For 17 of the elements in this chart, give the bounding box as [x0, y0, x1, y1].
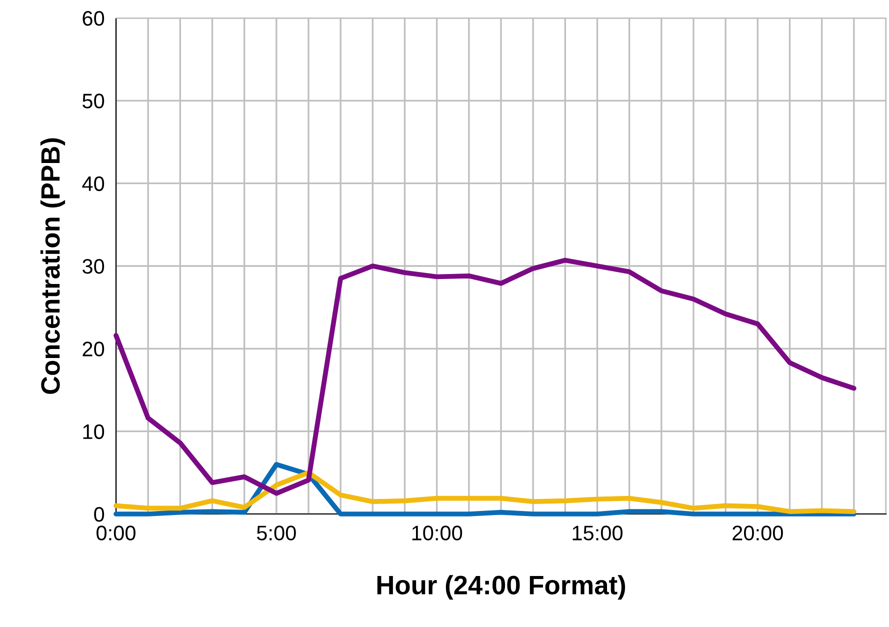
x-tick-label: 20:00 [732, 526, 783, 540]
x-tick-label: 0:00 [96, 526, 136, 540]
line-series [114, 258, 856, 496]
y-tick-label: 40 [82, 176, 104, 192]
x-axis-title: Hour (24:00 Format) [377, 575, 626, 600]
y-tick-label: 20 [82, 342, 104, 356]
x-tick-label: 10:00 [412, 526, 462, 540]
line-series [114, 470, 856, 514]
x-tick-label: 5:00 [256, 526, 296, 540]
y-tick-label: 50 [82, 94, 104, 108]
y-tick-label: 0 [94, 507, 104, 522]
y-axis-title: Concentration (PPB) [40, 138, 66, 394]
y-tick-label: 30 [82, 259, 104, 274]
y-tick-label: 10 [83, 424, 104, 440]
y-tick-label: 60 [82, 11, 104, 26]
line-series [114, 462, 856, 516]
x-tick-label: 15:00 [572, 526, 623, 540]
